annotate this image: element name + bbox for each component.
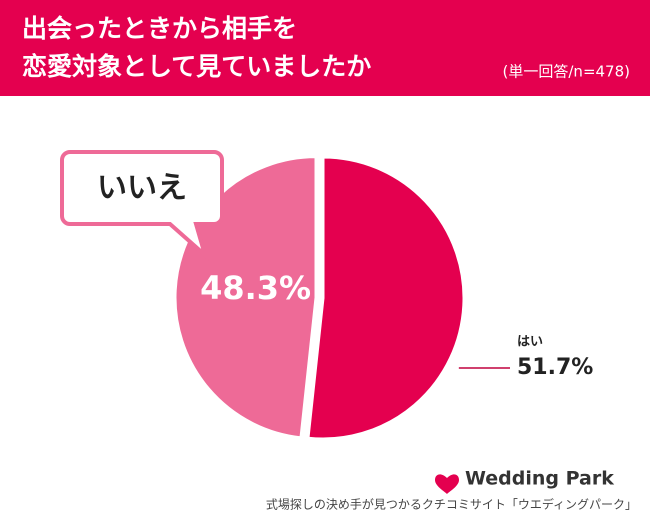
header-band — [0, 0, 650, 96]
chart-title: 出会ったときから相手を — [22, 14, 297, 43]
chart-title: 恋愛対象として見ていましたか — [22, 52, 371, 81]
pie — [173, 155, 466, 441]
chart-subtitle: (単一回答/n=478) — [503, 63, 630, 81]
category-label: はい — [517, 335, 543, 350]
pie-slice — [173, 155, 318, 440]
brand-name: Wedding Park — [465, 468, 614, 490]
brand-logo — [435, 474, 459, 494]
source-note: 式場探しの決め手が見つかるクチコミサイト「ウエディングパーク」 — [266, 497, 637, 512]
pie-slice — [306, 155, 466, 441]
value-label: 48.3% — [200, 269, 311, 307]
callout-bubble — [60, 150, 224, 262]
value-label: 51.7% — [517, 355, 593, 380]
category-label: いいえ — [97, 171, 187, 206]
